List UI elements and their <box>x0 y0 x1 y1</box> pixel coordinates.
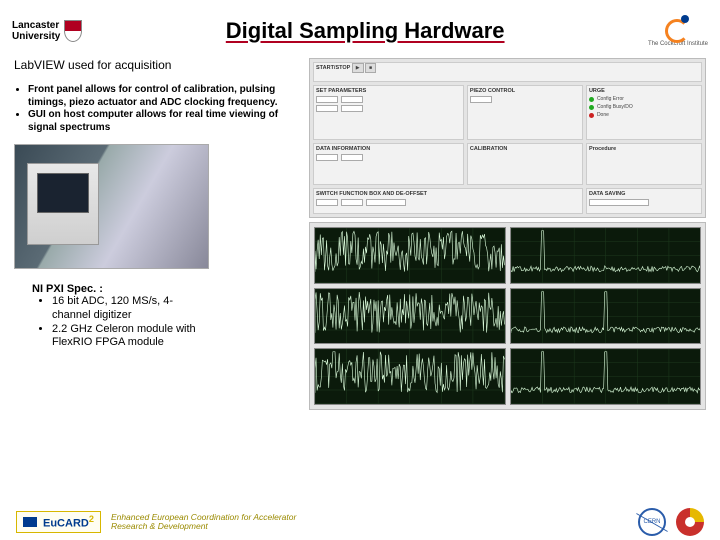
path-field[interactable] <box>589 199 649 206</box>
shield-icon <box>64 20 82 42</box>
university-name: Lancaster University <box>12 20 60 42</box>
eu-stars-icon <box>23 517 37 527</box>
ci-icon <box>665 15 691 41</box>
status-dot-icon <box>589 97 594 102</box>
panel-switch: SWITCH FUNCTION BOX AND DE-OFFSET <box>313 188 583 214</box>
panel-heading: DATA INFORMATION <box>316 146 461 152</box>
eucard-sup: 2 <box>89 514 94 524</box>
status-dot-icon <box>589 113 594 118</box>
footer: EuCARD2 Enhanced European Coordination f… <box>0 508 720 536</box>
labview-panel: START/STOP ▶ ■ SET PARAMETERS PIEZO CONT… <box>309 58 706 218</box>
cern-logo-icon: CERN <box>638 508 666 536</box>
footer-subtitle: Enhanced European Coordination for Accel… <box>111 513 296 532</box>
bullet-item: GUI on host computer allows for real tim… <box>28 109 299 134</box>
bullet-item: Front panel allows for control of calibr… <box>28 84 299 109</box>
legend-label: Config Error <box>597 96 624 102</box>
header: Lancaster University Digital Sampling Ha… <box>0 0 720 58</box>
piezo-field[interactable] <box>470 96 492 103</box>
uni-line1: Lancaster <box>12 20 60 31</box>
eucard-text: EuCARD <box>43 518 89 530</box>
panel-piezo: PIEZO CONTROL <box>467 85 583 140</box>
plot-cell <box>510 348 702 405</box>
footer-sub-line: Research & Development <box>111 522 296 531</box>
panel-calibration: CALIBRATION <box>467 143 583 185</box>
plot-svg-1 <box>511 228 701 283</box>
panel-urge: URGE Config Error Config Busy/DO Done <box>586 85 702 140</box>
plot-cell <box>510 227 702 284</box>
info-field <box>341 154 363 161</box>
panel-procedure: Procedure <box>586 143 702 185</box>
clic-logo-icon <box>676 508 704 536</box>
right-column: START/STOP ▶ ■ SET PARAMETERS PIEZO CONT… <box>309 58 706 410</box>
plot-svg-3 <box>511 289 701 344</box>
footer-right-logos: CERN <box>638 508 704 536</box>
switch-field[interactable] <box>316 199 338 206</box>
panel-heading: SET PARAMETERS <box>316 88 461 94</box>
legend-label: Config Busy/DO <box>597 104 633 110</box>
param-field[interactable] <box>341 105 363 112</box>
left-column: LabVIEW used for acquisition Front panel… <box>14 58 299 410</box>
eucard-logo: EuCARD2 <box>16 511 101 533</box>
subtitle: LabVIEW used for acquisition <box>14 58 299 72</box>
panel-datasaving: DATA SAVING <box>586 188 702 214</box>
info-field <box>316 154 338 161</box>
panel-datainfo: DATA INFORMATION <box>313 143 464 185</box>
cockcroft-logo: The Cockcroft Institute <box>648 15 708 47</box>
plot-cell <box>314 348 506 405</box>
plot-cell <box>510 288 702 345</box>
panel-heading: CALIBRATION <box>470 146 580 152</box>
plot-svg-4 <box>315 349 505 404</box>
page-title: Digital Sampling Hardware <box>82 18 648 44</box>
panel-heading: SWITCH FUNCTION BOX AND DE-OFFSET <box>316 191 580 197</box>
param-field[interactable] <box>316 96 338 103</box>
param-field[interactable] <box>341 96 363 103</box>
plot-cell <box>314 227 506 284</box>
legend-label: Done <box>597 112 609 118</box>
spec-item: 16 bit ADC, 120 MS/s, 4-channel digitize… <box>52 295 204 323</box>
start-button[interactable]: ▶ <box>352 63 364 73</box>
plot-svg-2 <box>315 289 505 344</box>
uni-line2: University <box>12 31 60 42</box>
panel-startstop: START/STOP ▶ ■ <box>313 62 702 82</box>
panel-heading: PIEZO CONTROL <box>470 88 580 94</box>
panel-setparams: SET PARAMETERS <box>313 85 464 140</box>
bullet-list: Front panel allows for control of calibr… <box>14 84 299 134</box>
switch-field[interactable] <box>366 199 406 206</box>
plot-cell <box>314 288 506 345</box>
content: LabVIEW used for acquisition Front panel… <box>0 58 720 410</box>
panel-heading: DATA SAVING <box>589 191 699 197</box>
plot-svg-5 <box>511 349 701 404</box>
lancaster-logo: Lancaster University <box>12 20 82 42</box>
panel-heading: START/STOP <box>316 65 350 71</box>
spec-item: 2.2 GHz Celeron module with FlexRIO FPGA… <box>52 323 204 351</box>
spec-list: 16 bit ADC, 120 MS/s, 4-channel digitize… <box>14 295 204 350</box>
switch-field[interactable] <box>341 199 363 206</box>
status-dot-icon <box>589 105 594 110</box>
spec-heading: NI PXI Spec. : <box>32 283 299 295</box>
panel-heading: URGE <box>589 88 699 94</box>
panel-heading: Procedure <box>589 146 699 152</box>
stop-button[interactable]: ■ <box>365 63 376 73</box>
param-field[interactable] <box>316 105 338 112</box>
hardware-photo <box>14 144 209 269</box>
spectrum-plots <box>309 222 706 410</box>
plot-svg-0 <box>315 228 505 283</box>
